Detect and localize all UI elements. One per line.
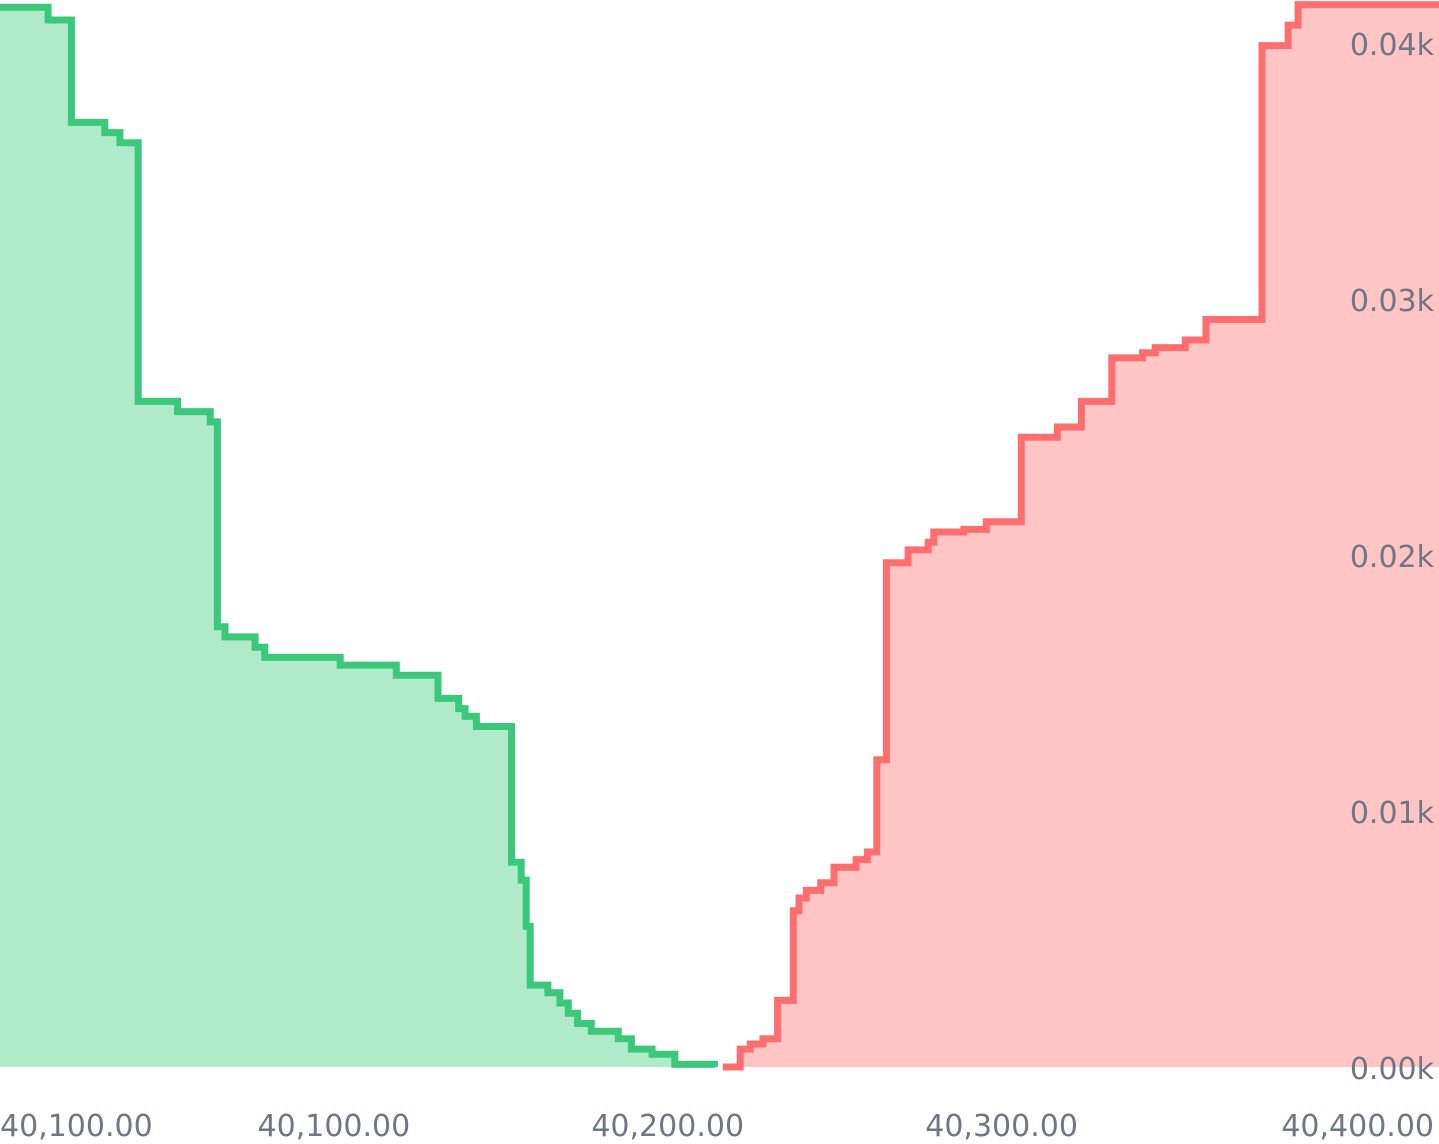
y-tick-label: 0.02k	[1350, 540, 1435, 575]
y-tick-label: 0.03k	[1350, 284, 1435, 319]
asks-area	[722, 4, 1439, 1068]
asks-depth-line	[722, 1, 1439, 1071]
y-tick-label: 0.01k	[1350, 796, 1435, 831]
y-tick-label: 0.00k	[1350, 1052, 1435, 1087]
y-axis-ticks: 0.04k 0.03k 0.02k 0.01k 0.00k	[1350, 28, 1435, 1087]
depth-lines	[0, 1, 1439, 1071]
x-tick-label: 40,100.00	[0, 1109, 153, 1144]
x-tick-label: 40,200.00	[591, 1109, 744, 1144]
x-tick-label: 40,100.00	[258, 1109, 411, 1144]
bids-area	[0, 7, 715, 1068]
x-tick-label: 40,400.00	[1281, 1109, 1434, 1144]
x-axis-ticks: 40,100.00 40,100.00 40,200.00 40,300.00 40,4…	[0, 1109, 1434, 1144]
bids-depth-line	[0, 3, 718, 1068]
depth-areas	[0, 4, 1439, 1068]
y-tick-label: 0.04k	[1350, 28, 1435, 63]
x-tick-label: 40,300.00	[925, 1109, 1078, 1144]
